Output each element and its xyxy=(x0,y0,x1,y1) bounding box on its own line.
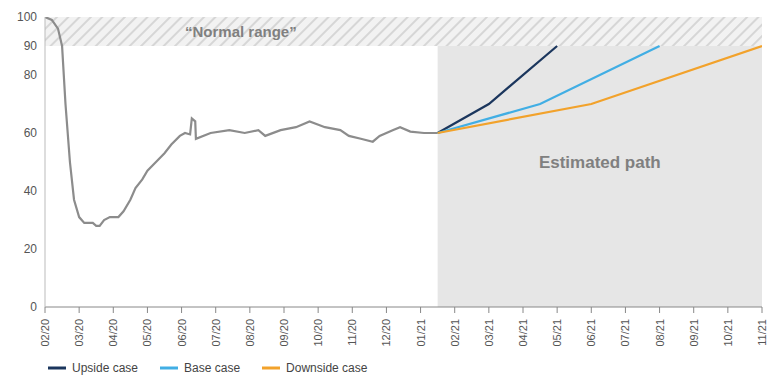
svg-text:10/21: 10/21 xyxy=(722,319,734,347)
svg-text:Estimated path: Estimated path xyxy=(539,153,661,172)
svg-text:08/21: 08/21 xyxy=(654,319,666,347)
svg-text:09/21: 09/21 xyxy=(688,319,700,347)
svg-text:09/20: 09/20 xyxy=(278,319,290,347)
svg-text:20: 20 xyxy=(24,242,38,256)
svg-text:11/20: 11/20 xyxy=(346,319,358,346)
svg-text:06/20: 06/20 xyxy=(176,319,188,347)
svg-text:100: 100 xyxy=(17,10,37,24)
html-text:Base case: Base case xyxy=(184,361,241,375)
svg-text:02/20: 02/20 xyxy=(39,319,51,347)
svg-text:06/21: 06/21 xyxy=(585,319,597,347)
svg-text:03/20: 03/20 xyxy=(73,319,85,347)
svg-text:40: 40 xyxy=(24,184,38,198)
svg-text:80: 80 xyxy=(24,68,38,82)
svg-text:03/21: 03/21 xyxy=(483,319,495,347)
svg-text:12/20: 12/20 xyxy=(380,319,392,347)
svg-text:10/20: 10/20 xyxy=(312,319,324,347)
svg-text:04/20: 04/20 xyxy=(107,319,119,347)
svg-text:07/21: 07/21 xyxy=(619,319,631,347)
svg-text:11/21: 11/21 xyxy=(756,319,768,346)
svg-text:0: 0 xyxy=(30,300,37,314)
svg-text:“Normal range”: “Normal range” xyxy=(185,23,297,40)
svg-text:90: 90 xyxy=(24,39,38,53)
svg-text:60: 60 xyxy=(24,126,38,140)
svg-text:02/21: 02/21 xyxy=(449,319,461,347)
svg-text:05/20: 05/20 xyxy=(141,319,153,347)
svg-text:08/20: 08/20 xyxy=(244,319,256,347)
svg-text:01/21: 01/21 xyxy=(415,319,427,347)
html-text:Downside case: Downside case xyxy=(286,361,368,375)
svg-text:07/20: 07/20 xyxy=(210,319,222,347)
html-text:Upside case: Upside case xyxy=(72,361,138,375)
svg-text:04/21: 04/21 xyxy=(517,319,529,347)
svg-text:05/21: 05/21 xyxy=(551,319,563,347)
